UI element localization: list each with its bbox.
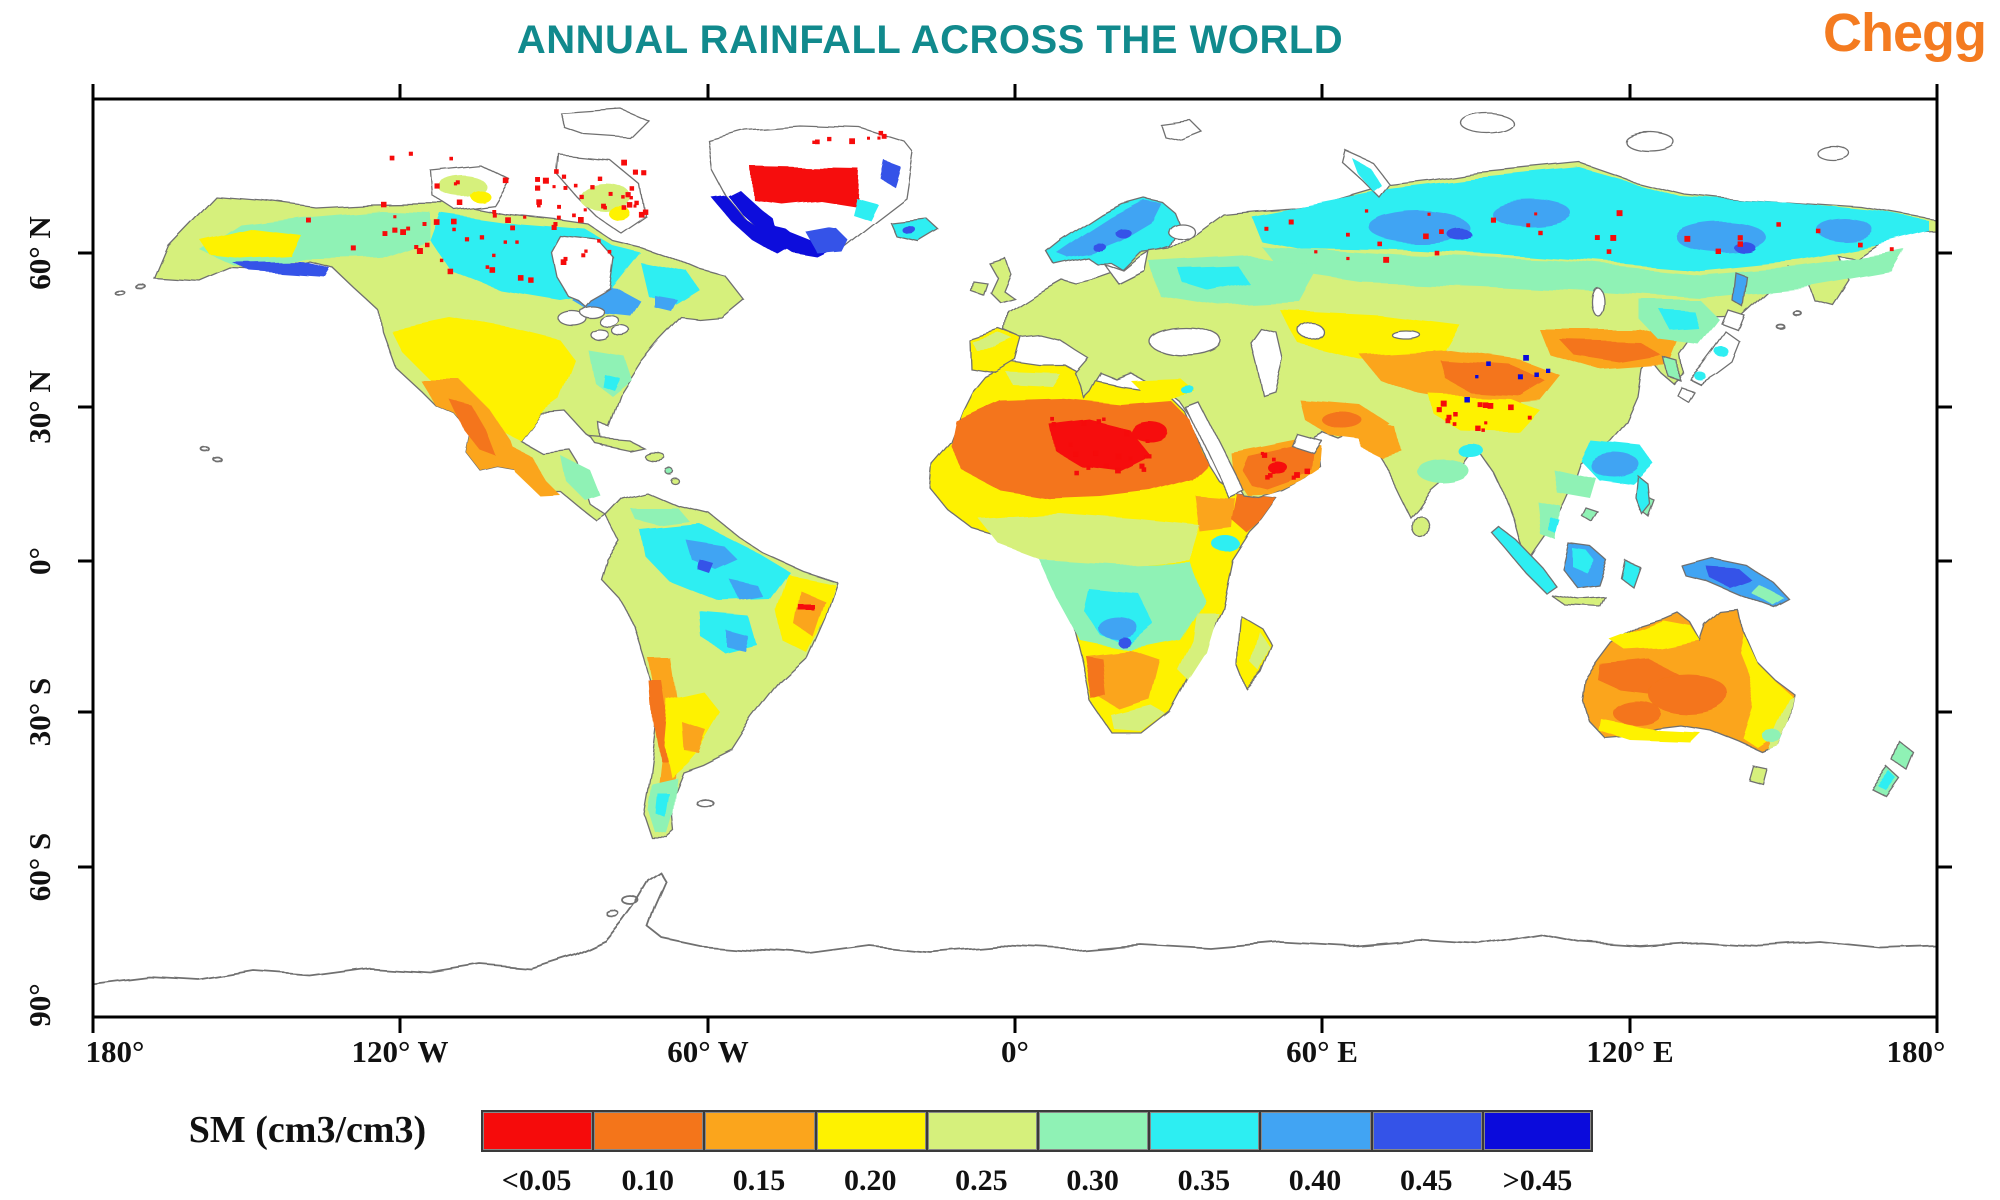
y-tick-30s: 30° S [22, 677, 57, 747]
wrangel-island [1815, 144, 1849, 160]
x-tick-60w: 60° W [667, 1034, 749, 1069]
black-sea [1148, 326, 1222, 356]
legend-bin-label: 0.25 [955, 1164, 1008, 1197]
legend-bin-label: 0.15 [732, 1164, 786, 1197]
aral-sea [1299, 323, 1325, 341]
legend-title: SM (cm3/cm3) [188, 1109, 427, 1151]
y-tick-60s: 60° S [22, 832, 57, 902]
tasmania [1747, 764, 1767, 784]
x-tick-120w: 120° W [351, 1034, 449, 1069]
legend-bin-label: 0.40 [1288, 1164, 1342, 1197]
sakhalin [1731, 271, 1747, 308]
philippines [1637, 476, 1653, 518]
kyushu [1675, 385, 1693, 401]
legend-bin-color [1370, 1110, 1484, 1152]
cuba [590, 437, 646, 452]
legend-bin: 0.10 [592, 1110, 706, 1198]
chart-title: ANNUAL RAINFALL ACROSS THE WORLD [516, 18, 1344, 62]
falkland-islands [695, 797, 713, 807]
hawaii [201, 447, 211, 453]
x-tick-180e: 180° [1886, 1034, 1946, 1069]
legend-bin-label: >0.45 [1502, 1164, 1573, 1197]
legend-bin: 0.40 [1259, 1110, 1373, 1198]
legend-bin-color [1481, 1110, 1594, 1152]
legend-bin-label: 0.45 [1399, 1164, 1453, 1197]
kuril-islands [1791, 309, 1801, 315]
x-tick-180w: 180° [85, 1034, 145, 1069]
legend-bin: >0.45 [1481, 1110, 1594, 1198]
red-sea [1185, 402, 1244, 498]
legend-bin-color [481, 1110, 595, 1152]
chegg-logo[interactable]: Chegg [1823, 3, 1987, 63]
legend-bin-label: 0.20 [843, 1164, 897, 1197]
legend-bin: <0.05 [481, 1110, 595, 1198]
svalbard [1159, 119, 1204, 141]
legend-bin-color [1037, 1110, 1151, 1152]
y-tick-90s: 90° [22, 983, 57, 1027]
legend-bin-label: 0.35 [1177, 1164, 1231, 1197]
legend-bin: 0.30 [1037, 1110, 1151, 1198]
legend-bin-color [703, 1110, 817, 1152]
severnaya-zemlya [1461, 113, 1515, 135]
antarctica-coastline [93, 870, 1937, 986]
x-tick-120e: 120° E [1586, 1034, 1674, 1069]
x-tick-60e: 60° E [1286, 1034, 1358, 1069]
sri-lanka [1412, 515, 1430, 539]
legend-colorbar: <0.05 0.10 0.15 0.20 0.25 0.30 0.35 0.40 0.45 >0.… [481, 1110, 1594, 1198]
x-tick-0: 0° [1001, 1034, 1029, 1069]
hainan [1581, 507, 1599, 523]
sulawesi [1620, 559, 1640, 588]
speckle-layer [306, 130, 1894, 480]
legend-bin-color [814, 1110, 928, 1152]
legend-bin: 0.25 [925, 1110, 1040, 1198]
new-zealand-north [1892, 740, 1914, 770]
korea [1663, 357, 1681, 381]
y-tick-60n: 60° N [22, 216, 57, 290]
legend-bin-label: 0.30 [1066, 1164, 1119, 1197]
new-siberian-islands [1623, 130, 1673, 150]
ellesmere-island [559, 107, 650, 139]
legend-bin-label: 0.10 [621, 1164, 675, 1197]
hokkaido [1721, 309, 1745, 331]
baltic-sea [1102, 250, 1151, 286]
legend-bin-color [925, 1110, 1040, 1152]
aleutians [134, 283, 146, 289]
lake-baikal [1591, 287, 1605, 317]
persian-gulf [1291, 433, 1324, 454]
map-frame [78, 84, 1952, 1033]
legend-bin: 0.45 [1370, 1110, 1484, 1198]
white-sea [1166, 221, 1194, 239]
y-tick-0: 0° [22, 547, 57, 575]
legend-bin-color [1148, 1110, 1262, 1152]
legend-bin-color [1259, 1110, 1373, 1152]
lake-balkhash [1390, 329, 1420, 339]
land-layer [153, 107, 1937, 837]
legend-bin-color [592, 1110, 706, 1152]
y-tick-30n: 30° N [22, 370, 57, 444]
legend-bin-label: <0.05 [501, 1164, 572, 1197]
caspian-sea [1251, 329, 1285, 397]
legend-bin: 0.20 [814, 1110, 928, 1198]
honshu [1688, 331, 1741, 385]
legend-bin: 0.15 [703, 1110, 817, 1198]
legend-bin: 0.35 [1148, 1110, 1262, 1198]
java [1550, 594, 1608, 609]
britain [987, 256, 1015, 302]
sumatra [1492, 527, 1557, 594]
ireland [969, 279, 987, 295]
outline-layer [93, 283, 1937, 986]
